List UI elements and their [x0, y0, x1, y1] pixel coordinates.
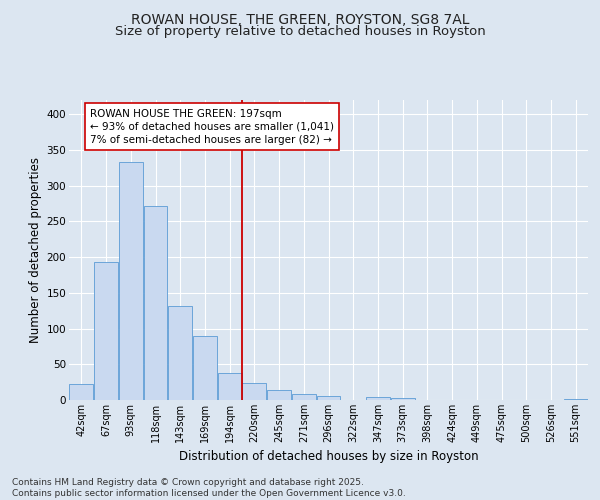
Text: Contains HM Land Registry data © Crown copyright and database right 2025.
Contai: Contains HM Land Registry data © Crown c… [12, 478, 406, 498]
Bar [143, 206, 167, 400]
Bar [391, 398, 415, 400]
X-axis label: Distribution of detached houses by size in Royston: Distribution of detached houses by size … [179, 450, 478, 464]
Text: Size of property relative to detached houses in Royston: Size of property relative to detached ho… [115, 25, 485, 38]
Bar [366, 397, 390, 400]
Bar [317, 396, 340, 400]
Text: ROWAN HOUSE THE GREEN: 197sqm
← 93% of detached houses are smaller (1,041)
7% of: ROWAN HOUSE THE GREEN: 197sqm ← 93% of d… [90, 108, 334, 145]
Bar [267, 390, 291, 400]
Bar [193, 336, 217, 400]
Bar [94, 262, 118, 400]
Bar [242, 383, 266, 400]
Bar [168, 306, 192, 400]
Bar [218, 373, 242, 400]
Bar [563, 398, 587, 400]
Y-axis label: Number of detached properties: Number of detached properties [29, 157, 43, 343]
Text: ROWAN HOUSE, THE GREEN, ROYSTON, SG8 7AL: ROWAN HOUSE, THE GREEN, ROYSTON, SG8 7AL [131, 12, 469, 26]
Bar [70, 384, 94, 400]
Bar [119, 162, 143, 400]
Bar [292, 394, 316, 400]
